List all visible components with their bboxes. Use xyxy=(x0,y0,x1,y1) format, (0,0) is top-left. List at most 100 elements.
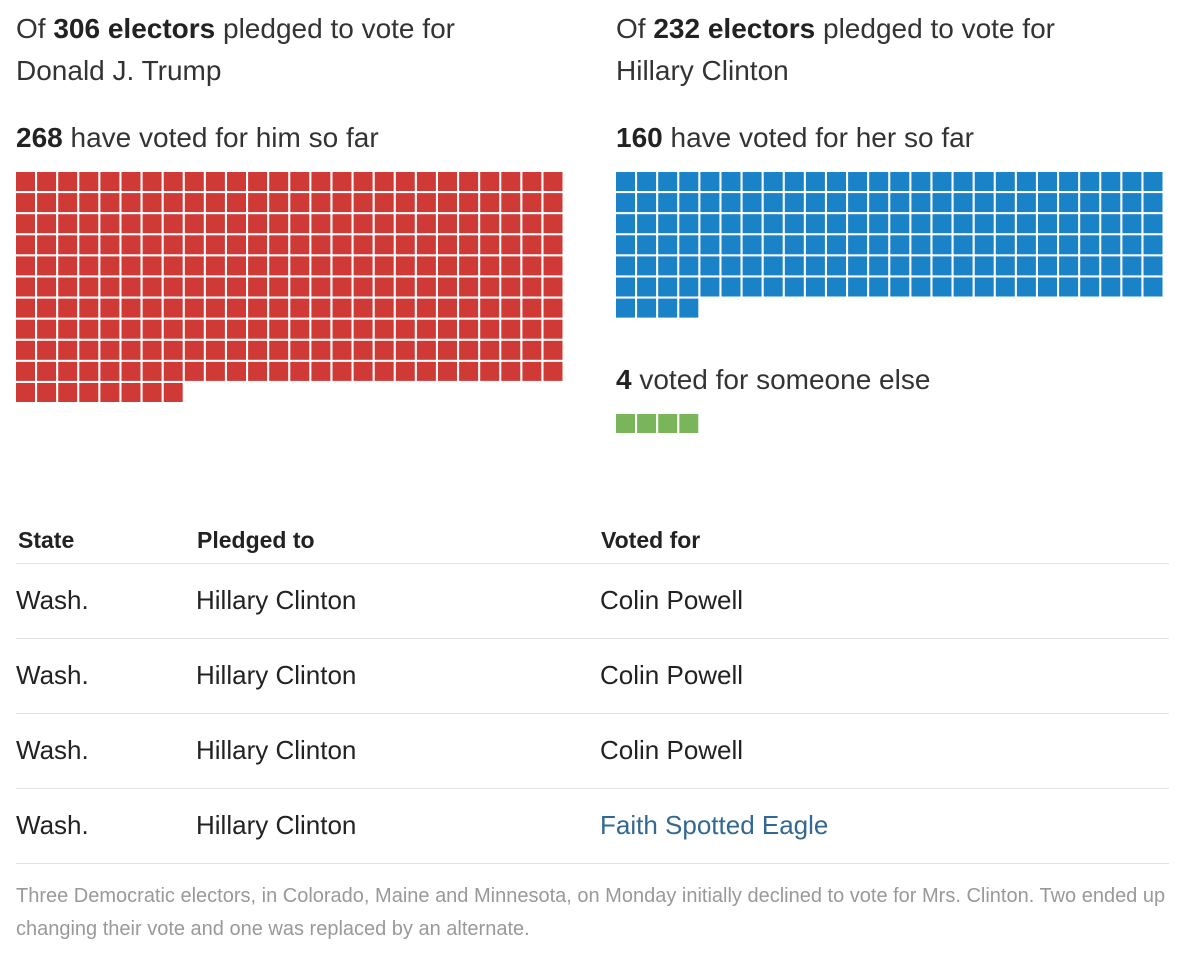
square xyxy=(100,277,120,297)
square xyxy=(637,414,657,433)
square xyxy=(658,193,678,213)
square xyxy=(459,235,479,255)
square xyxy=(522,340,542,360)
rule xyxy=(16,563,1169,564)
square xyxy=(205,361,225,381)
table-cell[interactable]: Faith Spotted Eagle xyxy=(600,810,829,840)
square xyxy=(100,340,120,360)
square xyxy=(227,340,246,360)
square xyxy=(1122,235,1142,255)
square xyxy=(953,193,973,213)
square xyxy=(142,172,162,191)
square xyxy=(543,277,563,297)
square xyxy=(416,256,436,276)
square xyxy=(163,277,183,297)
square xyxy=(374,235,394,255)
square xyxy=(248,319,268,339)
square xyxy=(438,256,457,276)
square xyxy=(290,277,310,297)
text: pledged to vote for xyxy=(823,13,1055,44)
table-header: Voted for xyxy=(601,527,701,553)
square xyxy=(16,235,35,255)
square xyxy=(1038,235,1057,255)
square xyxy=(311,193,331,213)
square xyxy=(658,277,678,297)
rule xyxy=(16,638,1169,639)
square xyxy=(290,319,310,339)
square xyxy=(374,277,394,297)
square xyxy=(658,256,678,276)
square xyxy=(848,214,868,234)
square xyxy=(637,277,657,297)
square xyxy=(163,340,183,360)
square xyxy=(784,193,804,213)
square xyxy=(269,193,289,213)
square xyxy=(290,235,310,255)
square xyxy=(480,235,500,255)
square xyxy=(742,193,762,213)
square xyxy=(332,214,352,234)
square xyxy=(1059,214,1079,234)
square xyxy=(459,214,479,234)
square xyxy=(227,298,246,318)
square xyxy=(142,298,162,318)
square xyxy=(742,172,762,191)
square xyxy=(416,193,436,213)
square xyxy=(1016,277,1036,297)
table-header: State xyxy=(18,527,75,553)
square xyxy=(1143,277,1163,297)
square xyxy=(522,214,542,234)
square xyxy=(1080,214,1100,234)
square xyxy=(480,298,500,318)
square xyxy=(79,319,99,339)
square xyxy=(827,277,846,297)
square xyxy=(227,277,246,297)
square xyxy=(658,414,678,433)
square xyxy=(459,361,479,381)
square xyxy=(269,256,289,276)
square xyxy=(1143,193,1163,213)
square xyxy=(79,383,99,402)
square xyxy=(911,277,931,297)
count: 160 xyxy=(616,122,663,153)
square xyxy=(700,256,720,276)
table-cell: Wash. xyxy=(16,735,89,765)
square xyxy=(163,214,183,234)
square xyxy=(522,235,542,255)
rule xyxy=(16,863,1169,864)
square xyxy=(459,277,479,297)
square xyxy=(869,277,889,297)
square xyxy=(1038,193,1057,213)
square xyxy=(311,340,331,360)
square xyxy=(248,193,268,213)
table-cell: Hillary Clinton xyxy=(196,660,357,690)
square xyxy=(205,277,225,297)
square xyxy=(543,193,563,213)
square xyxy=(353,193,373,213)
square xyxy=(100,383,120,402)
square xyxy=(163,172,183,191)
square xyxy=(763,193,783,213)
square xyxy=(332,235,352,255)
square xyxy=(953,256,973,276)
square xyxy=(827,256,846,276)
table-cell: Colin Powell xyxy=(600,660,744,690)
square xyxy=(522,319,542,339)
square xyxy=(100,214,120,234)
note: Three Democratic electors, in Colorado, … xyxy=(16,885,1166,940)
square xyxy=(616,214,635,234)
square xyxy=(163,256,183,276)
square xyxy=(721,214,741,234)
square xyxy=(205,193,225,213)
square xyxy=(932,256,952,276)
square xyxy=(438,277,457,297)
square xyxy=(290,256,310,276)
square xyxy=(290,340,310,360)
square xyxy=(890,277,910,297)
square xyxy=(974,277,994,297)
rule xyxy=(16,788,1169,789)
square xyxy=(16,277,35,297)
square xyxy=(658,214,678,234)
square xyxy=(995,256,1015,276)
square xyxy=(501,256,521,276)
